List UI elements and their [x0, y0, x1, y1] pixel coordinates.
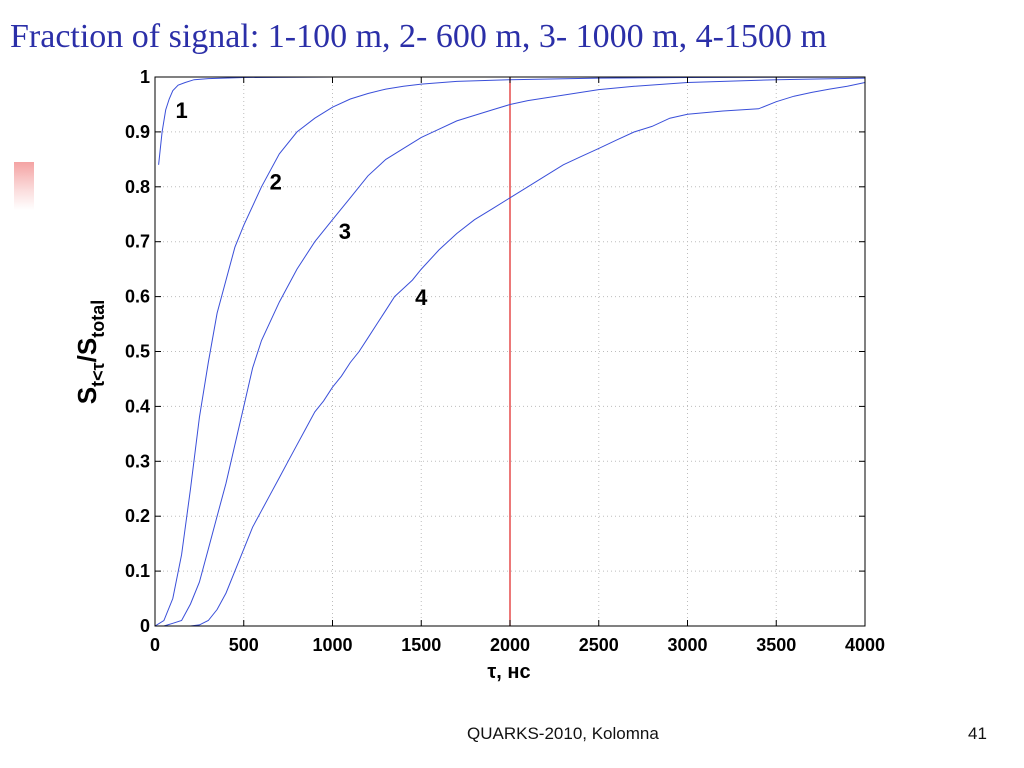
x-tick-label: 4000 — [845, 635, 885, 655]
curve-label-1: 1 — [176, 98, 188, 123]
x-tick-label: 2000 — [490, 635, 530, 655]
slide-title: Fraction of signal: 1-100 m, 2- 600 m, 3… — [10, 18, 827, 55]
y-tick-label: 0.1 — [125, 561, 150, 581]
y-tick-label: 0.4 — [125, 396, 150, 416]
y-axis-label-mid: /S — [72, 338, 102, 363]
curve-label-layer: 1 2 3 4 — [176, 98, 429, 310]
page-number: 41 — [968, 724, 987, 743]
x-tick-label: 1000 — [312, 635, 352, 655]
y-tick-label: 0.8 — [125, 177, 150, 197]
y-tick-label: 0.5 — [125, 342, 150, 362]
x-tick-layer: 0 500 1000 1500 2000 2500 3000 3500 4000 — [150, 77, 885, 655]
x-tick-label: 0 — [150, 635, 160, 655]
y-tick-layer: 0 0.1 0.2 0.3 0.4 0.5 0.6 0.7 0.8 0.9 1 — [125, 67, 865, 636]
series-line-4 — [190, 82, 866, 627]
y-tick-label: 0.7 — [125, 232, 150, 252]
series-line-3 — [163, 77, 866, 627]
x-tick-label: 1500 — [401, 635, 441, 655]
y-axis-label-sub2: total — [88, 300, 108, 338]
curve-label-3: 3 — [339, 219, 351, 244]
series-line-1 — [158, 76, 865, 165]
series-line-2 — [154, 76, 866, 627]
y-tick-label: 0.6 — [125, 287, 150, 307]
y-tick-label: 1 — [140, 67, 150, 87]
y-axis-label: St<τ/Stotal — [72, 300, 108, 404]
curve-label-2: 2 — [270, 170, 282, 195]
x-tick-label: 500 — [229, 635, 259, 655]
x-axis-label: τ, нс — [487, 661, 530, 683]
y-tick-label: 0.9 — [125, 122, 150, 142]
footer-text: QUARKS-2010, Kolomna — [467, 724, 659, 743]
slide-accent-bar — [14, 162, 34, 210]
x-tick-label: 2500 — [579, 635, 619, 655]
y-tick-label: 0.3 — [125, 451, 150, 471]
x-tick-label: 3500 — [756, 635, 796, 655]
curve-label-4: 4 — [415, 285, 428, 310]
y-axis-label-main: S — [72, 387, 102, 404]
y-axis-label-sub1: t<τ — [88, 362, 108, 387]
y-tick-label: 0.2 — [125, 506, 150, 526]
y-tick-label: 0 — [140, 616, 150, 636]
x-tick-label: 3000 — [667, 635, 707, 655]
